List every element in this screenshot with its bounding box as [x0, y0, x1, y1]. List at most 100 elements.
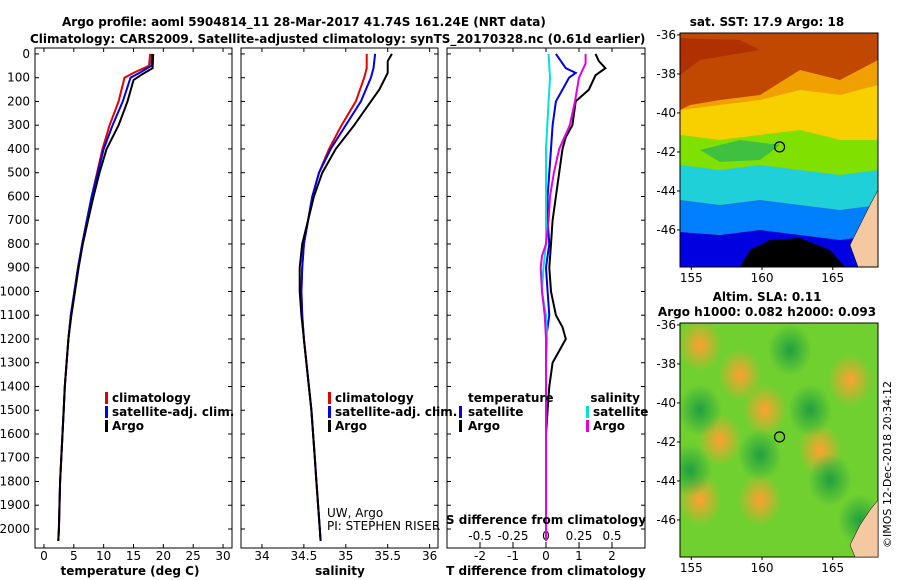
s-diff-tick-label: 0.5 — [602, 529, 621, 543]
depth-tick-label: 700 — [7, 213, 30, 227]
sal-legend-label-argo: Argo — [335, 419, 367, 433]
depth-tick-label: 300 — [7, 118, 30, 132]
x-tick-label: 1 — [575, 549, 583, 563]
x-tick-label: -1 — [507, 549, 519, 563]
lat-tick-label: -42 — [656, 145, 676, 159]
difference-panel: -2 -1 0 1 2 -0.5 -0.25 0 0.25 0.5 T difference f… — [446, 47, 648, 578]
temperature-legend: climatology satellite-adj. clim. Argo — [105, 391, 234, 433]
sal-legend-marker-argo — [328, 420, 331, 432]
sla-anomaly-patch — [738, 474, 782, 526]
sla-map-panel: Altim. SLA: 0.11 Argo h1000: 0.082 h2000… — [656, 290, 879, 575]
diff-legend-label-s-argo: Argo — [593, 419, 625, 433]
sla-map-title: Altim. SLA: 0.11 — [713, 290, 822, 304]
sla-map-frame — [679, 322, 879, 558]
sst-map-frame — [679, 32, 879, 268]
diff-legend-marker-t-argo — [459, 420, 462, 432]
lat-tick-label: -40 — [656, 106, 676, 120]
sal-legend-label-satellite: satellite-adj. clim. — [335, 405, 457, 419]
diff-legend-sal-title: salinity — [590, 391, 640, 405]
depth-tick-label: 100 — [7, 71, 30, 85]
diff-legend-label-t-argo: Argo — [468, 419, 500, 433]
sla-float-location-marker — [773, 431, 786, 443]
salinity-panel: 34 34.5 35 35.5 36 salinity climatology sate… — [240, 47, 457, 578]
x-tick-label: 20 — [156, 549, 171, 563]
sla-longitude-ticks: 155 160 165 — [680, 557, 844, 575]
sst-yellow-band — [680, 85, 878, 140]
depth-tick-label: 600 — [7, 189, 30, 203]
depth-tick-label: 500 — [7, 166, 30, 180]
temperature-x-label: temperature (deg C) — [61, 564, 200, 578]
x-tick-label: 30 — [215, 549, 230, 563]
x-tick-label: 35 — [338, 549, 353, 563]
lon-tick-label: 155 — [680, 561, 703, 575]
depth-tick-label: 1700 — [0, 451, 30, 465]
salinity-difference-ticks: -0.5 -0.25 0 0.25 0.5 — [468, 529, 622, 548]
temperature-line-1 — [57, 53, 153, 541]
salinity-x-label: salinity — [315, 564, 365, 578]
sst-no-data-region — [740, 238, 845, 267]
sst-longitude-ticks: 155 160 165 — [680, 267, 844, 285]
diff-legend-marker-t-satellite — [459, 406, 462, 418]
sla-anomaly-patch — [738, 429, 782, 481]
sst-lightblue-band — [680, 200, 878, 240]
temperature-x-ticks: 0 5 10 15 20 25 30 — [40, 48, 231, 563]
sla-latitude-ticks: -36 -38 -40 -42 -44 -46 — [656, 318, 680, 527]
sal-legend-label-climatology: climatology — [335, 391, 414, 405]
depth-tick-label: 1900 — [0, 498, 30, 512]
lon-tick-label: 155 — [680, 271, 703, 285]
x-tick-label: 0 — [542, 549, 550, 563]
diff-legend-label-t-satellite: satellite — [468, 405, 523, 419]
x-tick-label: 25 — [186, 549, 201, 563]
x-tick-label: 34 — [254, 549, 269, 563]
sst-map-title: sat. SST: 17.9 Argo: 18 — [690, 15, 844, 29]
sst-green-patch — [700, 140, 780, 162]
lat-tick-label: -46 — [656, 223, 676, 237]
temperature-line-0 — [57, 53, 152, 541]
depth-tick-label: 1100 — [0, 308, 30, 322]
difference-series — [539, 53, 607, 541]
sla-anomaly-patch — [768, 324, 812, 376]
x-tick-label: 5 — [70, 549, 78, 563]
diff-legend-label-s-satellite: satellite — [593, 405, 648, 419]
legend-marker-satellite — [105, 406, 108, 418]
diff-legend-temp-title: temperature — [468, 391, 553, 405]
salinity-legend: climatology satellite-adj. clim. Argo — [328, 391, 457, 433]
sst-cyan-band — [680, 165, 878, 210]
sst-green-band — [680, 130, 878, 175]
lon-tick-label: 160 — [751, 561, 774, 575]
s-diff-tick-label: -0.5 — [468, 529, 491, 543]
x-tick-label: 34.5 — [291, 549, 318, 563]
lat-tick-label: -38 — [656, 357, 676, 371]
x-tick-label: 2 — [608, 549, 616, 563]
lat-tick-label: -46 — [656, 513, 676, 527]
sla-anomaly-patch — [680, 323, 722, 371]
lat-tick-label: -44 — [656, 184, 676, 198]
depth-tick-label: 200 — [7, 94, 30, 108]
salinity-difference-label: S difference from climatology — [446, 513, 646, 527]
sla-field — [680, 323, 878, 557]
lat-tick-label: -38 — [656, 67, 676, 81]
legend-marker-climatology — [105, 392, 108, 404]
sst-land-area — [849, 189, 878, 267]
sla-map-subtitle: Argo h1000: 0.082 h2000: 0.093 — [658, 305, 876, 319]
depth-tick-label: 1000 — [0, 284, 30, 298]
lat-tick-label: -36 — [656, 318, 676, 332]
x-tick-label: -2 — [474, 549, 486, 563]
depth-tick-label: 1200 — [0, 332, 30, 346]
lat-tick-label: -36 — [656, 28, 676, 42]
salinity-series — [298, 53, 393, 541]
difference-x-label: T difference from climatology — [446, 564, 646, 578]
x-tick-label: 10 — [96, 549, 111, 563]
diff-legend-marker-s-satellite — [586, 406, 589, 418]
legend-label-satellite: satellite-adj. clim. — [112, 405, 234, 419]
legend-label-argo: Argo — [112, 419, 144, 433]
sst-map-panel: sat. SST: 17.9 Argo: 18 -36 -38 -40 -42 -44 -… — [656, 15, 879, 285]
sal-legend-marker-climatology — [328, 392, 331, 404]
x-tick-label: 35.5 — [374, 549, 401, 563]
lon-tick-label: 165 — [821, 271, 844, 285]
x-tick-label: 0 — [40, 549, 48, 563]
imos-credit: ©IMOS 12-Dec-2018 20:34:12 — [881, 381, 894, 548]
x-tick-label: 15 — [126, 549, 141, 563]
salinity-line-0 — [300, 53, 368, 541]
